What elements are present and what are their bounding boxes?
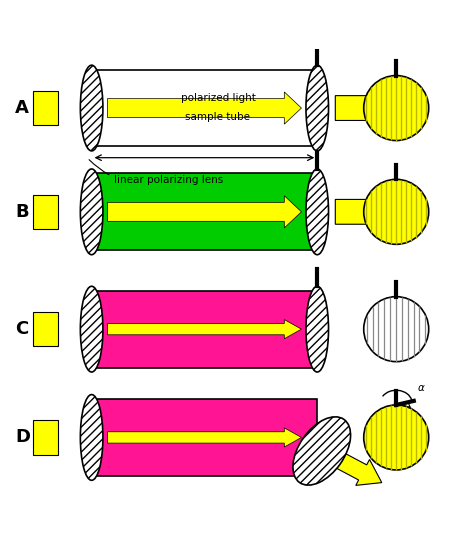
FancyArrow shape: [108, 428, 301, 447]
Ellipse shape: [80, 65, 103, 151]
Text: linear polarizing lens: linear polarizing lens: [89, 160, 223, 185]
Polygon shape: [92, 70, 317, 146]
FancyArrow shape: [336, 88, 407, 128]
FancyArrow shape: [336, 192, 407, 232]
FancyArrow shape: [327, 448, 382, 486]
Circle shape: [364, 296, 429, 362]
Circle shape: [364, 75, 429, 141]
Polygon shape: [92, 399, 317, 476]
Ellipse shape: [80, 169, 103, 255]
Text: D: D: [15, 428, 30, 447]
Circle shape: [364, 179, 429, 244]
Ellipse shape: [80, 287, 103, 372]
FancyArrow shape: [108, 92, 301, 124]
Text: polarized light: polarized light: [181, 93, 256, 103]
FancyArrow shape: [108, 320, 301, 339]
Ellipse shape: [306, 169, 329, 255]
Text: B: B: [15, 203, 29, 221]
Polygon shape: [92, 291, 317, 367]
Polygon shape: [33, 420, 58, 455]
Ellipse shape: [306, 287, 329, 372]
Polygon shape: [33, 312, 58, 346]
Polygon shape: [33, 195, 58, 229]
FancyArrow shape: [108, 196, 301, 228]
Circle shape: [364, 405, 429, 470]
Text: A: A: [15, 99, 29, 117]
Polygon shape: [33, 91, 58, 125]
Text: sample tube: sample tube: [186, 112, 251, 122]
Ellipse shape: [293, 417, 350, 485]
Text: $\alpha$: $\alpha$: [416, 383, 425, 393]
Ellipse shape: [306, 65, 329, 151]
Polygon shape: [92, 173, 317, 250]
Ellipse shape: [80, 394, 103, 480]
Text: C: C: [15, 320, 28, 338]
